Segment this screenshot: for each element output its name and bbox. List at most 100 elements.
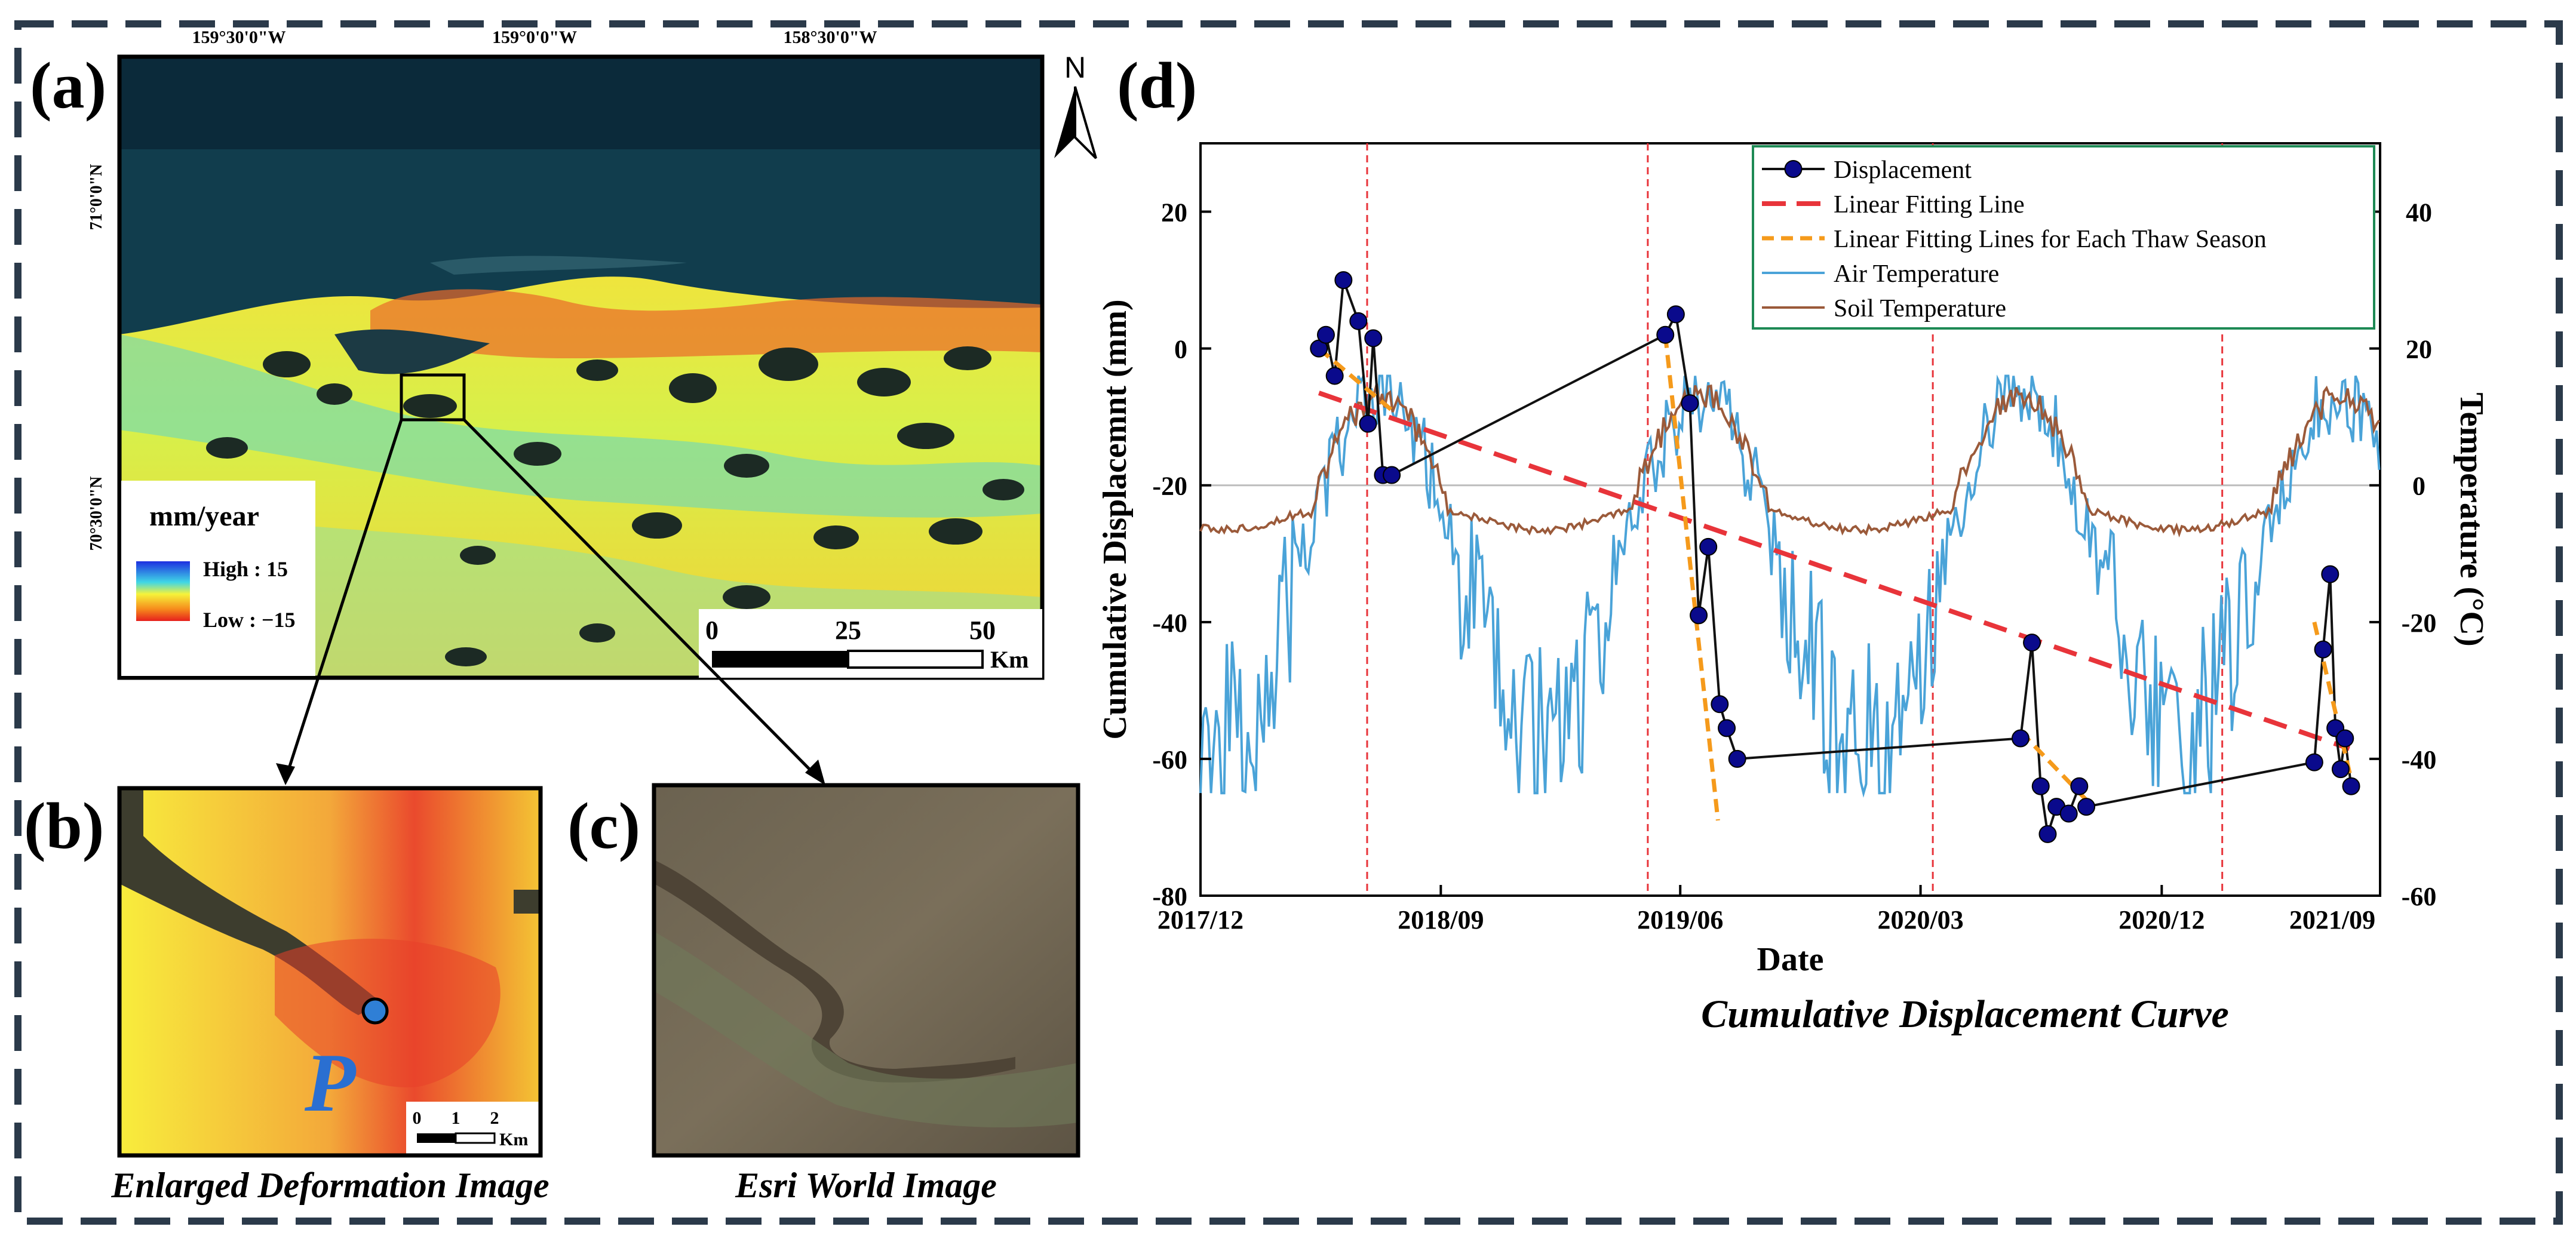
y2-tick-label: -20	[2402, 608, 2437, 638]
displacement-point	[1681, 394, 1699, 413]
displacement-point	[2305, 753, 2323, 771]
y2-tick-label: 40	[2406, 198, 2432, 228]
x-tick-label: 2019/06	[1637, 905, 1723, 934]
panel-d-caption: Cumulative Displacement Curve	[1701, 992, 2229, 1036]
displacement-point	[2023, 634, 2041, 652]
displacement-point	[1656, 325, 1675, 344]
svg-text:High : 15: High : 15	[203, 557, 288, 581]
y2-tick-label: -40	[2402, 745, 2437, 774]
displacement-point	[1666, 305, 1685, 324]
panel-a: (a) 159°30'0"W 159°0'0"W 158°30'0"W 71°0…	[30, 27, 1097, 785]
svg-text:N: N	[1064, 51, 1086, 84]
panel-d: (d) 20 0 -20 -40 -60 -80 40 20 0 -20 -40 -60 2017/12…	[1097, 49, 2490, 1036]
legend-label: Linear Fitting Line	[1834, 191, 2025, 219]
x-tick-label: 2021/09	[2289, 905, 2375, 934]
panel-b-label: (b)	[24, 789, 104, 862]
y-tick-label: 0	[1174, 335, 1187, 364]
x-axis-title: Date	[1757, 941, 1824, 978]
point-p-label: P	[304, 1037, 357, 1129]
displacement-point	[1711, 695, 1729, 714]
svg-text:Low : −15: Low : −15	[203, 608, 296, 632]
y-tick-label: 20	[1161, 198, 1187, 228]
displacement-point	[2011, 729, 2030, 748]
legend-label: Displacement	[1834, 156, 1972, 184]
panel-c: (c) Esri World Image	[567, 783, 1080, 1205]
svg-text:mm/year: mm/year	[149, 500, 259, 532]
displacement-point	[1383, 466, 1401, 484]
lon-tick-2: 159°0'0"W	[492, 27, 577, 47]
svg-text:2: 2	[490, 1108, 499, 1128]
y2-tick-label: 0	[2412, 472, 2425, 501]
x-tick-label: 2020/12	[2118, 905, 2205, 934]
deformation-map	[117, 54, 1045, 680]
figure-frame	[14, 20, 2563, 1225]
displacement-point	[2038, 825, 2057, 843]
displacement-point	[1690, 606, 1708, 625]
displacement-point	[1316, 325, 1335, 344]
svg-text:25: 25	[835, 616, 861, 645]
lon-tick-1: 159°30'0"W	[192, 27, 286, 47]
y-tick-label: -80	[1152, 882, 1187, 911]
legend-label: Linear Fitting Lines for Each Thaw Seaso…	[1834, 226, 2267, 253]
svg-text:0: 0	[705, 616, 719, 645]
displacement-point	[1718, 719, 1736, 737]
displacement-point	[2331, 760, 2350, 779]
season-fit-line-2	[1663, 334, 1720, 821]
lat-tick-2: 70°30'0"N	[87, 477, 106, 551]
legend-label: Air Temperature	[1834, 260, 1999, 288]
north-arrow: N	[1054, 51, 1097, 159]
linear-fitting-line	[1318, 391, 2350, 751]
displacement-chart: 20 0 -20 -40 -60 -80 40 20 0 -20 -40 -60 2017/12 2018…	[1097, 142, 2490, 978]
x-tick-label: 2018/09	[1398, 905, 1484, 934]
panel-b: (b) P 0 1 2 Km Enlarged Deformation Imag…	[24, 786, 549, 1205]
pointer-to-c	[463, 419, 821, 780]
displacement-point	[2321, 565, 2339, 583]
air-temperature-series	[1199, 374, 2381, 798]
legend-gradient	[136, 561, 190, 621]
y2-tick-label: 20	[2406, 335, 2432, 364]
y2-axis-title: Temperature (°C)	[2453, 392, 2490, 646]
displacement-point	[2342, 777, 2360, 795]
legend-marker-displacement	[1784, 160, 1803, 178]
y-tick-label: -20	[1152, 472, 1187, 501]
displacement-point	[2031, 777, 2050, 795]
panel-c-caption: Esri World Image	[735, 1166, 997, 1205]
displacement-point	[2336, 729, 2354, 748]
point-p-marker	[361, 997, 389, 1025]
panel-a-label: (a)	[30, 49, 106, 122]
season-fit-line-1	[1317, 346, 1393, 412]
deformation-legend: mm/year High : 15 Low : −15	[121, 481, 315, 676]
scalebar-b: 0 1 2 Km	[406, 1102, 541, 1155]
displacement-point	[2077, 798, 2096, 816]
scalebar-a: 0 25 50 Km	[699, 609, 1042, 678]
displacement-point	[1728, 749, 1746, 768]
displacement-point	[1349, 312, 1368, 330]
panel-d-label: (d)	[1117, 49, 1197, 122]
svg-text:0: 0	[413, 1108, 422, 1128]
displacement-point	[2059, 804, 2078, 823]
svg-text:50: 50	[969, 616, 996, 645]
y-axis-title: Cumulative Displacemnt (mm)	[1097, 299, 1134, 739]
pointer-to-b	[284, 419, 403, 780]
displacement-point	[2314, 640, 2332, 659]
x-tick-label: 2017/12	[1157, 905, 1244, 934]
displacement-line	[1318, 279, 2353, 835]
displacement-point	[1699, 537, 1718, 556]
displacement-point	[1359, 414, 1377, 433]
svg-text:Km: Km	[990, 646, 1028, 673]
displacement-point	[1334, 271, 1353, 290]
displacement-point	[1325, 367, 1344, 385]
panel-b-caption: Enlarged Deformation Image	[110, 1166, 549, 1205]
y-tick-label: -40	[1152, 608, 1187, 638]
zoom-box	[400, 373, 466, 422]
svg-text:Km: Km	[499, 1130, 528, 1149]
x-tick-label: 2020/03	[1877, 905, 1963, 934]
lat-tick-1: 71°0'0"N	[87, 164, 106, 230]
soil-temperature-series	[1199, 383, 2381, 538]
lon-tick-3: 158°30'0"W	[784, 27, 877, 47]
legend-label: Soil Temperature	[1834, 295, 2006, 322]
displacement-point	[2070, 777, 2089, 795]
svg-text:1: 1	[452, 1108, 460, 1128]
y-tick-label: -60	[1152, 745, 1187, 774]
season-fit-line-3	[2019, 730, 2088, 802]
